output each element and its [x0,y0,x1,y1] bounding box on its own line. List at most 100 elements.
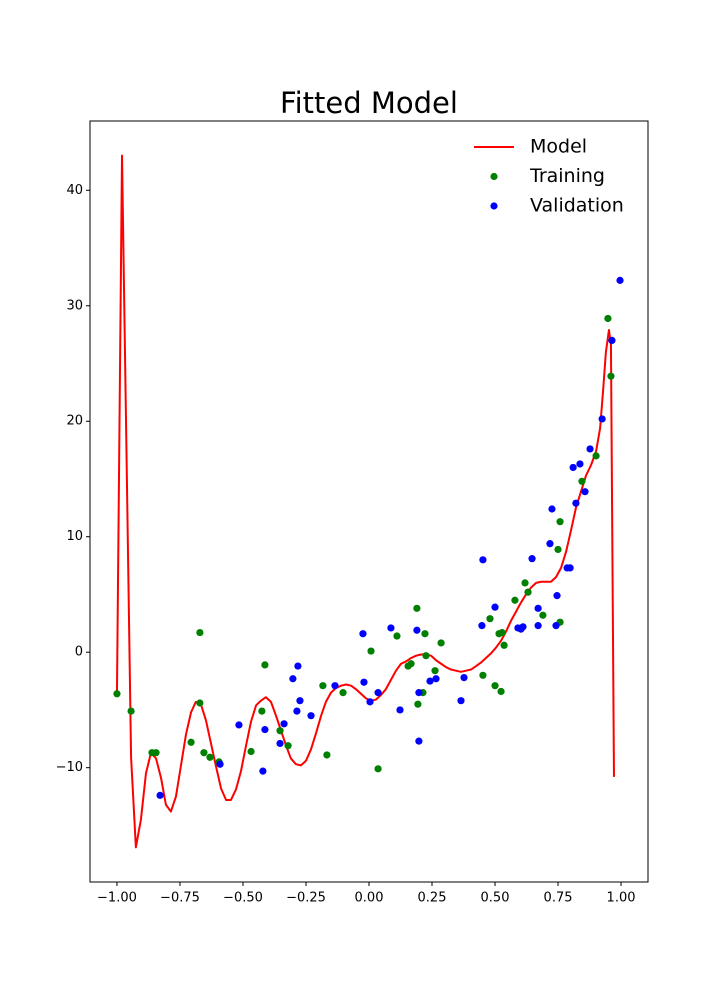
data-point [276,739,284,748]
data-point [548,505,556,513]
data-point [426,677,434,685]
x-tick-label: 0.50 [481,891,510,906]
data-point [592,452,600,460]
x-tick-label: 0.00 [355,891,384,906]
data-point [576,460,584,468]
data-point [491,682,499,690]
data-point [276,727,284,735]
legend-label: Validation [530,195,624,217]
x-tick-label: 0.25 [418,891,447,906]
legend: Model Training Validation [474,136,624,217]
data-point [528,555,536,563]
data-point [413,604,421,612]
data-point [200,749,208,757]
x-tick-label: 0.75 [544,891,573,906]
data-point [608,336,616,345]
data-point [414,700,422,708]
y-tick-label: 20 [66,414,83,429]
data-point [187,738,195,746]
data-point [586,445,594,453]
data-point [387,624,395,632]
data-point [235,721,243,729]
data-point [437,639,445,647]
data-point [546,540,554,548]
data-point [206,753,214,761]
data-point [366,698,374,706]
data-point [604,314,612,323]
data-point [359,630,367,638]
data-point [556,518,564,526]
data-point [156,791,164,799]
x-tick-label: 1.00 [607,891,636,906]
data-point [457,697,465,705]
data-point [498,628,506,637]
data-point [393,632,401,640]
data-point [293,707,301,715]
y-tick-label: 40 [66,183,83,198]
axes-frame [89,120,649,883]
data-point [607,372,615,380]
data-point [339,689,347,697]
legend-marker [490,172,498,181]
data-point [431,667,439,675]
data-point [554,545,562,554]
data-point [261,661,269,669]
data-point [552,622,560,630]
data-point [196,628,204,637]
data-point [569,463,577,472]
data-point [247,747,255,756]
data-point [581,488,589,496]
y-tick-label: −10 [56,760,83,775]
data-point [479,671,487,679]
data-point [486,615,494,623]
data-point [511,596,519,604]
data-point [259,767,267,775]
data-point [319,682,327,690]
data-point [367,647,375,655]
model-line [115,154,615,849]
data-point [534,622,542,630]
data-point [113,690,121,698]
y-tick-label: 30 [66,298,83,313]
data-point [479,556,487,564]
data-point [407,660,415,668]
data-point [524,588,532,596]
data-point [152,749,160,757]
data-point [572,499,580,507]
data-point [460,674,468,682]
data-point [478,622,486,630]
data-point [360,678,368,686]
data-point [374,689,382,697]
data-point [413,626,421,634]
data-point [323,751,331,759]
data-point [396,706,404,714]
x-tick-label: −0.75 [160,891,200,906]
data-point [415,737,423,745]
chart-title: Fitted Model [280,86,458,120]
data-point [432,675,440,683]
data-point [553,592,561,600]
data-point [289,675,297,683]
data-point [331,682,339,690]
data-point [534,604,542,612]
y-tick-label: 10 [66,529,83,544]
data-point [422,652,430,660]
data-point [500,641,508,649]
data-point [497,687,505,696]
data-point [598,415,606,423]
y-tick-label: 0 [75,645,83,660]
data-point [127,707,135,715]
data-point [566,564,574,572]
data-point [521,579,529,587]
data-point [296,697,304,705]
legend-label: Training [529,165,605,187]
x-tick-label: −0.25 [286,891,326,906]
data-point [216,760,224,768]
data-point [491,603,499,611]
data-point [284,742,292,750]
legend-marker [490,202,498,210]
data-point [415,689,423,697]
data-point [258,707,266,715]
